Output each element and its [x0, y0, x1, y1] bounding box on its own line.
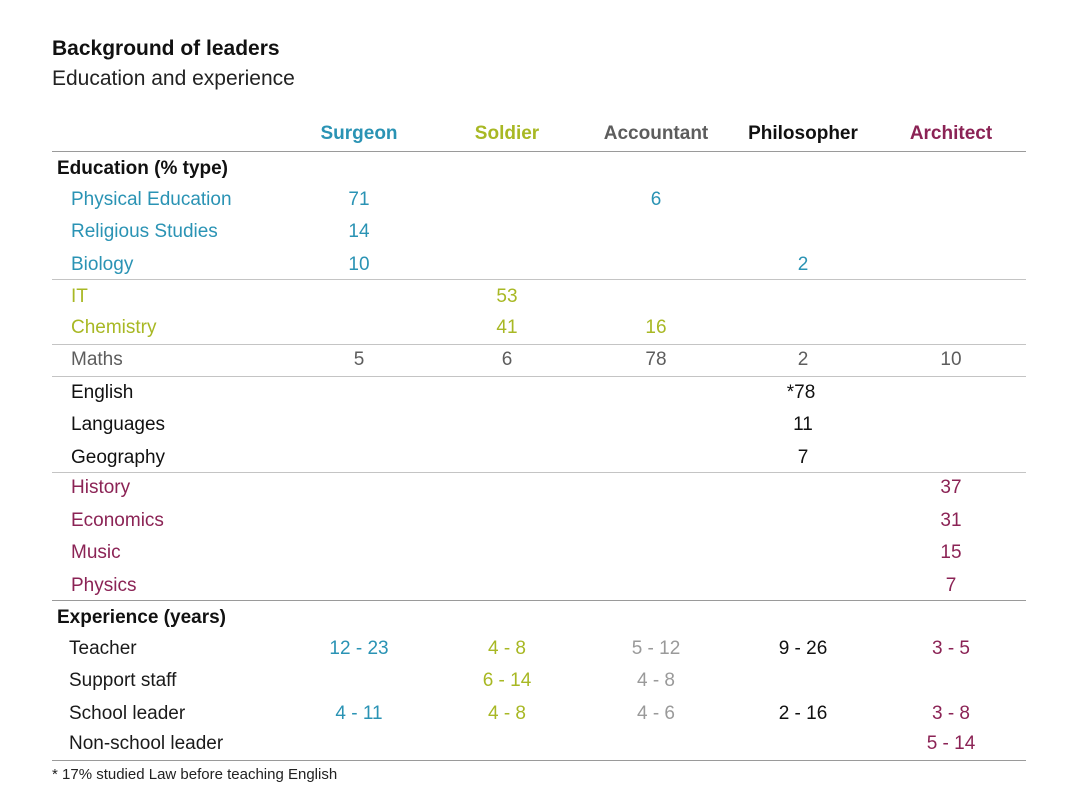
table-row: IT 53	[0, 286, 1067, 316]
cell-teacher-soldier: 4 - 8	[487, 638, 527, 659]
cell-support-staff-soldier: 6 - 14	[482, 670, 532, 691]
cell-school-leader-architect: 3 - 8	[931, 703, 971, 724]
group-rule-2	[52, 344, 1026, 345]
table-row: Physical Education 71 6	[0, 189, 1067, 219]
cell-maths-accountant: 78	[645, 349, 667, 370]
cell-maths-architect: 10	[940, 349, 962, 370]
group-rule-3	[52, 376, 1026, 377]
table-row: Economics 31	[0, 510, 1067, 540]
cell-teacher-architect: 3 - 5	[931, 638, 971, 659]
column-header-accountant: Accountant	[603, 123, 709, 144]
row-label-economics: Economics	[71, 510, 164, 531]
cell-non-school-leader-architect: 5 - 14	[926, 733, 976, 754]
cell-english-philosopher: *78	[786, 382, 816, 403]
row-label-geography: Geography	[71, 447, 166, 468]
row-label-religious-studies: Religious Studies	[71, 221, 218, 242]
cell-music-architect: 15	[940, 542, 962, 563]
column-header-philosopher: Philosopher	[748, 123, 858, 144]
table-row: Biology 10 2	[0, 254, 1067, 284]
cell-school-leader-surgeon: 4 - 11	[335, 703, 383, 724]
cell-school-leader-philosopher: 2 - 16	[778, 703, 828, 724]
table-row: Languages 11	[0, 414, 1067, 444]
table-row: Maths 5 6 78 2 10	[0, 349, 1067, 379]
header-rule	[52, 151, 1026, 152]
row-label-english: English	[71, 382, 134, 403]
row-label-physics: Physics	[71, 575, 137, 596]
table-row: Non-school leader 5 - 14	[0, 733, 1067, 763]
cell-teacher-philosopher: 9 - 26	[778, 638, 828, 659]
cell-support-staff-accountant: 4 - 8	[636, 670, 676, 691]
cell-it-soldier: 53	[496, 286, 518, 307]
table-row: Religious Studies 14	[0, 221, 1067, 251]
cell-chemistry-soldier: 41	[496, 317, 518, 338]
row-label-languages: Languages	[71, 414, 166, 435]
cell-physics-architect: 7	[945, 575, 957, 596]
column-header-soldier: Soldier	[474, 123, 540, 144]
cell-school-leader-accountant: 4 - 6	[636, 703, 676, 724]
cell-school-leader-soldier: 4 - 8	[487, 703, 527, 724]
group-rule-4	[52, 472, 1026, 473]
row-label-school-leader: School leader	[69, 703, 186, 724]
cell-chemistry-accountant: 16	[645, 317, 667, 338]
column-header-surgeon: Surgeon	[320, 123, 398, 144]
cell-physical-education-accountant: 6	[650, 189, 662, 210]
table-row: School leader 4 - 11 4 - 8 4 - 6 2 - 16 3 - 8	[0, 703, 1067, 733]
column-header-architect: Architect	[909, 123, 993, 144]
experience-heading: Experience (years)	[57, 607, 226, 628]
bottom-rule	[52, 760, 1026, 761]
row-label-history: History	[71, 477, 131, 498]
row-label-biology: Biology	[71, 254, 134, 275]
section-rule	[52, 600, 1026, 601]
cell-biology-philosopher: 2	[797, 254, 809, 275]
footnote: * 17% studied Law before teaching Englis…	[52, 766, 338, 783]
chart-subtitle: Education and experience	[52, 67, 295, 90]
row-label-it: IT	[71, 286, 88, 307]
row-label-maths: Maths	[71, 349, 123, 370]
table-row: Physics 7	[0, 575, 1067, 605]
row-label-non-school-leader: Non-school leader	[69, 733, 224, 754]
table-row: Teacher 12 - 23 4 - 8 5 - 12 9 - 26 3 - 5	[0, 638, 1067, 668]
cell-languages-philosopher: 11	[793, 414, 813, 435]
cell-history-architect: 37	[940, 477, 962, 498]
cell-teacher-surgeon: 12 - 23	[329, 638, 389, 659]
row-label-music: Music	[71, 542, 121, 563]
cell-religious-studies-surgeon: 14	[348, 221, 370, 242]
education-heading: Education (% type)	[57, 158, 229, 179]
cell-maths-surgeon: 5	[353, 349, 365, 370]
table-row: History 37	[0, 477, 1067, 507]
table-row: Support staff 6 - 14 4 - 8	[0, 670, 1067, 700]
table-row: Music 15	[0, 542, 1067, 572]
cell-maths-philosopher: 2	[797, 349, 809, 370]
cell-economics-architect: 31	[940, 510, 962, 531]
cell-biology-surgeon: 10	[348, 254, 370, 275]
row-label-support-staff: Support staff	[69, 670, 177, 691]
table-row: Chemistry 41 16	[0, 317, 1067, 347]
row-label-chemistry: Chemistry	[71, 317, 157, 338]
row-label-physical-education: Physical Education	[71, 189, 232, 210]
chart-title: Background of leaders	[52, 37, 280, 60]
table-row: English *78	[0, 382, 1067, 412]
table-row: Geography 7	[0, 447, 1067, 477]
row-label-teacher: Teacher	[69, 638, 137, 659]
cell-physical-education-surgeon: 71	[348, 189, 370, 210]
group-rule-1	[52, 279, 1026, 280]
cell-geography-philosopher: 7	[797, 447, 809, 468]
cell-maths-soldier: 6	[501, 349, 513, 370]
cell-teacher-accountant: 5 - 12	[631, 638, 681, 659]
